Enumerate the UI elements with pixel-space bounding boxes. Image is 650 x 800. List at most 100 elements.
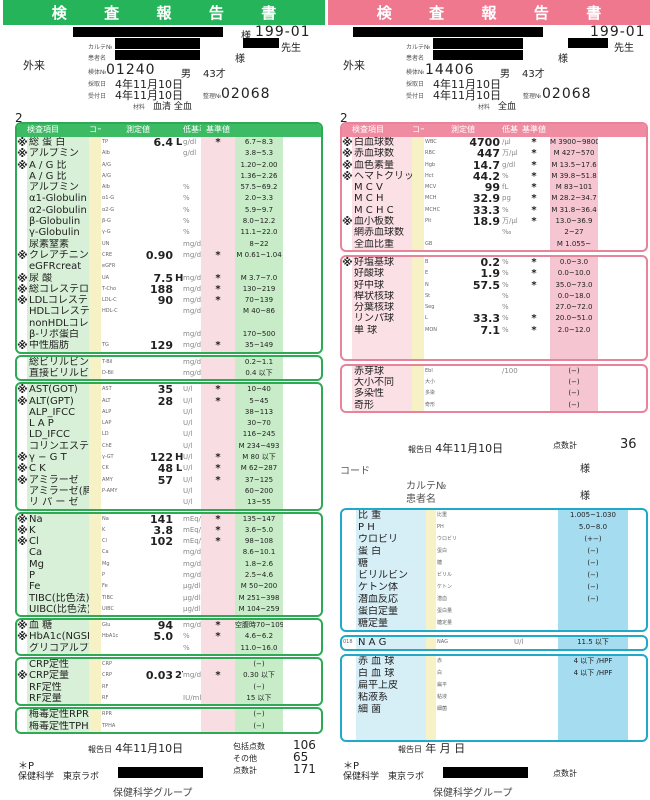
test-name: M C H C bbox=[352, 204, 412, 217]
range-mark bbox=[528, 558, 558, 570]
unit bbox=[514, 716, 528, 728]
row-side bbox=[342, 510, 356, 522]
range-mark bbox=[201, 429, 235, 441]
abnormal-mark: ※ bbox=[17, 148, 27, 160]
row-side bbox=[342, 716, 356, 728]
abnormal-mark bbox=[342, 193, 352, 204]
range-mark: * bbox=[201, 631, 235, 643]
test-value bbox=[470, 558, 514, 570]
result-row: M C H MCH 32.9 pg * M 28.2~34.7 bbox=[342, 193, 646, 205]
range-mark: * bbox=[531, 159, 537, 171]
reference-range: 0.0~10.0 bbox=[550, 268, 598, 280]
test-code: P-AMY bbox=[102, 487, 118, 494]
test-code: CRP bbox=[102, 672, 112, 679]
result-row: 奇形 奇形 (−) bbox=[342, 399, 646, 411]
test-value bbox=[454, 347, 502, 358]
unit: U/l bbox=[183, 396, 193, 405]
row-side bbox=[342, 534, 356, 546]
unit bbox=[502, 347, 518, 358]
code-cell bbox=[89, 720, 101, 732]
reference-range bbox=[558, 618, 628, 630]
range-mark bbox=[518, 302, 550, 313]
abnormal-mark: ※ bbox=[17, 513, 27, 525]
result-row: ※ Cl Cl 102 mEq/l * 98~108 bbox=[17, 536, 321, 548]
unit: /100W bbox=[502, 366, 518, 375]
code-cell bbox=[412, 290, 424, 303]
test-name: RF定量 bbox=[27, 692, 89, 705]
test-name: ALT(GPT) bbox=[27, 395, 89, 407]
code-cell bbox=[89, 659, 101, 671]
header-ref: 基準値 bbox=[206, 125, 230, 134]
test-name: 総 蛋 白 bbox=[27, 137, 89, 149]
test-value bbox=[129, 261, 175, 272]
abnormal-mark bbox=[17, 693, 27, 704]
sama-label-2: 様 bbox=[235, 54, 245, 65]
test-value bbox=[129, 239, 175, 250]
flag-mark bbox=[175, 693, 183, 704]
result-row: LD_IFCC LD U/l 116~245 bbox=[17, 429, 321, 441]
recv-date: 4年11月10日 bbox=[115, 89, 183, 102]
test-value bbox=[470, 716, 514, 728]
unit bbox=[514, 582, 528, 594]
test-name: 総コレステロール bbox=[27, 283, 89, 296]
code-cell bbox=[89, 137, 101, 149]
test-name bbox=[356, 728, 426, 740]
unit: mg/dl bbox=[183, 621, 201, 630]
range-mark: * bbox=[201, 452, 235, 464]
test-name: K bbox=[27, 524, 89, 537]
code-cell bbox=[89, 474, 101, 486]
result-row: ※ γ − G T γ-GT 122 H U/l * M 80 以下 bbox=[17, 452, 321, 464]
test-name bbox=[352, 336, 412, 348]
abnormal-mark bbox=[17, 205, 27, 216]
test-code: Glu bbox=[102, 622, 111, 629]
report-title: 検査報告書 bbox=[328, 0, 650, 25]
test-value bbox=[129, 357, 175, 368]
flag-mark bbox=[175, 193, 183, 204]
group-nag: 018 N A G NAG U/l 11.5 以下 bbox=[340, 635, 648, 651]
reference-range: 30~70 bbox=[235, 418, 283, 430]
test-value bbox=[129, 547, 175, 558]
abnormal-mark bbox=[342, 205, 352, 216]
range-mark bbox=[201, 261, 235, 273]
flag-mark bbox=[175, 559, 183, 570]
test-value bbox=[129, 318, 175, 329]
reference-range: 8.0~12.2 bbox=[235, 216, 283, 228]
test-code: Plt bbox=[425, 218, 432, 225]
test-name: CRP定量 bbox=[27, 670, 89, 682]
reference-range: 98~108 bbox=[235, 536, 283, 548]
code-cell bbox=[89, 261, 101, 273]
test-code: CRE bbox=[102, 251, 113, 258]
patient-label: 患者名 bbox=[88, 55, 107, 62]
unit bbox=[502, 388, 518, 399]
test-value bbox=[470, 534, 514, 546]
code-cell bbox=[89, 238, 101, 250]
range-mark bbox=[528, 606, 558, 618]
test-code bbox=[101, 318, 129, 329]
test-name: クレアチニン bbox=[27, 249, 89, 262]
abnormal-mark: ※ bbox=[17, 524, 27, 537]
right-report: 検 査 報 告 書 199-01 カルテ№ 先生 患者名 様 外来 検体№ 14406 … bbox=[328, 0, 650, 800]
flag-mark bbox=[175, 721, 183, 732]
group-rows3: 赤芽球 Ebl/100W (−) 大小不同 大小 (−) 多染性 多染 (−) 奇形 奇形 (−) bbox=[340, 363, 648, 413]
code-cell bbox=[89, 295, 101, 307]
test-code: N bbox=[425, 281, 429, 288]
abnormal-mark bbox=[17, 721, 27, 732]
unit: ‰ bbox=[502, 228, 512, 237]
result-row: ※ 赤血球数 RBC 447 万/μl * M 427~570 bbox=[342, 148, 646, 160]
unit: mg/dl bbox=[183, 307, 201, 316]
nag-cell: N A G bbox=[356, 637, 426, 649]
test-value bbox=[470, 692, 514, 704]
urine-row: 扁平上皮 扁平 bbox=[342, 680, 646, 692]
code-cell bbox=[89, 306, 101, 318]
abnormal-mark bbox=[17, 182, 27, 193]
test-code: 比重 bbox=[437, 512, 448, 518]
test-code: 多染 bbox=[425, 390, 436, 397]
code-cell bbox=[412, 365, 424, 377]
test-code: Ebl bbox=[425, 367, 433, 374]
test-name: 赤 血 球 bbox=[356, 656, 426, 668]
test-code: TIBC bbox=[102, 594, 114, 601]
test-value bbox=[454, 239, 502, 250]
